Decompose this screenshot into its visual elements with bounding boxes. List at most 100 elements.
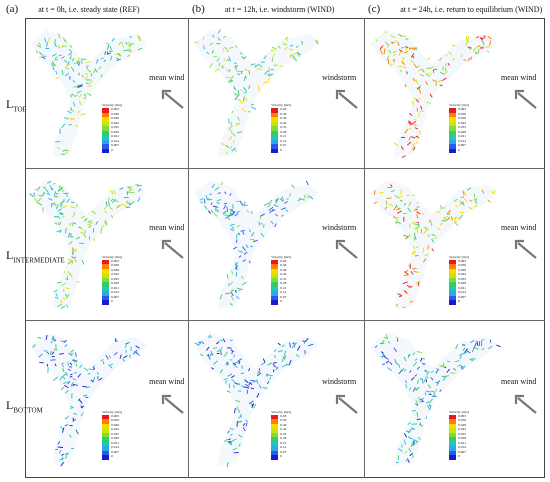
velocity-vector — [463, 351, 468, 355]
legend-swatch — [102, 423, 110, 429]
velocity-vector — [223, 58, 226, 62]
velocity-vector — [283, 350, 287, 357]
velocity-vector — [225, 145, 230, 149]
velocity-vector — [78, 93, 83, 98]
velocity-vector — [128, 45, 132, 48]
legend-swatch — [449, 286, 457, 292]
legend-tick-label: 0.21 — [280, 440, 287, 445]
velocity-vector — [87, 220, 91, 223]
velocity-vector — [57, 221, 60, 226]
velocity-vector — [416, 412, 419, 418]
legend-tick-label: 0.042 — [458, 427, 466, 432]
velocity-vector — [459, 352, 464, 356]
legend-swatch — [271, 432, 279, 438]
velocity-vector — [55, 70, 58, 75]
velocity-vector — [38, 51, 43, 56]
velocity-vector — [295, 45, 299, 49]
velocity-vector — [83, 218, 88, 222]
velocity-vector — [279, 65, 283, 67]
legend-title: Velocity [m/s] — [449, 409, 470, 414]
velocity-vector — [383, 356, 389, 360]
legend-title: Velocity [m/s] — [271, 103, 292, 108]
velocity-vector — [412, 387, 416, 392]
velocity-vector — [60, 212, 64, 216]
velocity-vector — [381, 353, 386, 358]
velocity-vector — [74, 384, 79, 386]
velocity-vector — [289, 192, 292, 197]
velocity-vector — [231, 226, 235, 230]
velocity-vector — [285, 363, 290, 366]
velocity-vector — [473, 47, 476, 52]
velocity-vector — [67, 271, 72, 276]
velocity-vector — [65, 304, 69, 309]
velocity-vector — [86, 64, 90, 67]
velocity-vector — [210, 350, 214, 355]
legend-tick-label: 0.42 — [280, 272, 287, 277]
velocity-vector — [414, 223, 420, 226]
flow-panel-c2: Velocity [m/s] 0.063 0.056 0.049 0.042 0.035 0… — [365, 169, 544, 320]
velocity-vector — [76, 90, 82, 94]
legend-tick-label: 0.42 — [280, 427, 287, 432]
wind-direction-arrow-icon — [335, 394, 358, 414]
velocity-vector — [37, 44, 42, 48]
velocity-vector — [479, 37, 484, 41]
velocity-vector — [64, 150, 70, 155]
velocity-vector — [274, 64, 278, 66]
velocity-vector — [285, 209, 289, 212]
velocity-vector — [249, 245, 254, 248]
wind-label: mean wind — [501, 377, 537, 387]
velocity-vector — [413, 232, 416, 238]
velocity-vector — [314, 40, 319, 45]
velocity-vector — [409, 387, 412, 391]
velocity-vector — [72, 214, 75, 219]
velocity-field-map — [370, 332, 501, 466]
velocity-vector — [412, 245, 416, 249]
velocity-vector — [219, 347, 223, 352]
velocity-vector — [61, 189, 65, 192]
legend-swatch — [449, 273, 457, 278]
velocity-vector — [84, 72, 89, 76]
velocity-vector — [408, 136, 411, 141]
velocity-vector — [281, 214, 284, 217]
velocity-vector — [238, 360, 241, 364]
velocity-vector — [103, 59, 106, 63]
velocity-vector — [408, 447, 412, 452]
velocity-vector — [88, 220, 93, 223]
velocity-vector — [441, 375, 446, 378]
velocity-vector — [295, 354, 300, 358]
legend-tick-label: 0.056 — [458, 263, 466, 268]
legend-swatch — [271, 282, 279, 287]
velocity-vector — [405, 292, 409, 296]
velocity-vector — [386, 55, 390, 61]
water-body-outline — [194, 332, 319, 466]
legend-swatch — [102, 300, 110, 305]
legend-color-bar — [449, 108, 457, 154]
velocity-vector — [470, 56, 473, 61]
legend-swatch — [271, 126, 279, 131]
legend-tick-label: 0.035 — [111, 125, 119, 130]
row-label-top: LTOP — [6, 97, 27, 114]
velocity-vector — [408, 224, 411, 229]
velocity-vector — [388, 49, 392, 54]
velocity-vector — [241, 108, 246, 113]
velocity-vector — [122, 203, 128, 208]
velocity-vector — [248, 229, 251, 233]
velocity-vector — [85, 82, 89, 85]
velocity-vector — [230, 433, 233, 436]
velocity-vector — [432, 79, 437, 83]
velocity-vector — [90, 73, 93, 77]
velocity-vector — [77, 110, 80, 114]
velocity-vector — [273, 349, 277, 352]
velocity-vector — [251, 210, 253, 214]
velocity-vector — [60, 340, 65, 343]
velocity-vector — [50, 187, 54, 191]
legend-swatch — [102, 291, 110, 296]
velocity-vector — [269, 376, 272, 380]
velocity-vector — [406, 194, 410, 197]
legend-tick-label: 0.28 — [280, 129, 287, 134]
velocity-vector — [64, 452, 70, 455]
velocity-vector — [80, 412, 84, 417]
velocity-vector — [238, 255, 242, 258]
velocity-vector — [418, 397, 424, 401]
velocity-vector — [413, 118, 417, 121]
